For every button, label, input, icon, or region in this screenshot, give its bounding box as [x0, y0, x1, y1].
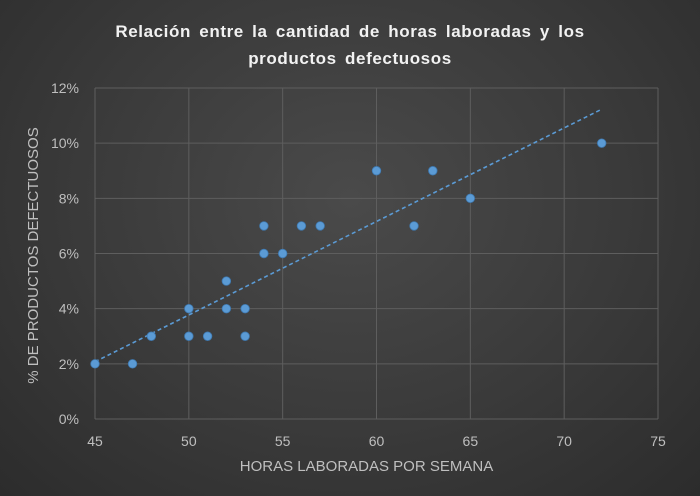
y-tick-label: 2%	[59, 356, 79, 372]
data-point	[202, 331, 213, 341]
x-tick-label: 70	[556, 433, 572, 449]
y-tick-label: 8%	[59, 190, 79, 206]
data-point	[240, 303, 250, 314]
x-axis-label: HORAS LABORADAS POR SEMANA	[240, 458, 493, 475]
x-tick-label: 55	[275, 433, 291, 449]
y-tick-label: 12%	[51, 80, 79, 96]
x-tick-label: 75	[650, 433, 666, 449]
y-axis-label: % DE PRODUCTOS DEFECTUOSOS	[25, 127, 42, 383]
data-point	[146, 331, 157, 341]
data-points	[90, 138, 607, 369]
chart-title-line-2: productos defectuosos	[248, 49, 452, 68]
y-tick-label: 4%	[59, 301, 79, 317]
trendline	[94, 108, 603, 363]
data-point	[240, 331, 250, 341]
x-tick-label: 60	[369, 433, 385, 449]
data-point	[184, 303, 194, 314]
x-tick-label: 50	[181, 433, 197, 449]
data-point	[428, 166, 438, 176]
data-point	[277, 248, 288, 259]
data-point	[371, 166, 382, 176]
x-axis-tick-labels: 45 50 55 60 65 70 75	[87, 433, 666, 449]
y-tick-label: 10%	[51, 135, 79, 151]
data-point	[259, 248, 269, 259]
data-point	[259, 221, 269, 231]
x-tick-label: 45	[87, 433, 103, 449]
y-tick-label: 0%	[59, 411, 79, 427]
data-point	[90, 359, 100, 369]
chart-title-line-1: Relación entre la cantidad de horas labo…	[115, 22, 585, 41]
data-point	[127, 359, 138, 369]
data-point	[221, 303, 232, 314]
data-point	[296, 221, 307, 231]
data-point	[465, 193, 476, 204]
data-point	[184, 331, 194, 341]
y-tick-label: 6%	[59, 246, 79, 262]
chart-title: Relación entre la cantidad de horas labo…	[0, 18, 700, 72]
data-point	[221, 276, 232, 286]
x-tick-label: 65	[463, 433, 479, 449]
data-point	[409, 221, 419, 231]
y-axis-tick-labels: 0% 2% 4% 6% 8% 10% 12%	[51, 80, 79, 427]
gridlines	[94, 87, 659, 420]
data-point	[597, 138, 607, 148]
data-point	[315, 221, 325, 231]
